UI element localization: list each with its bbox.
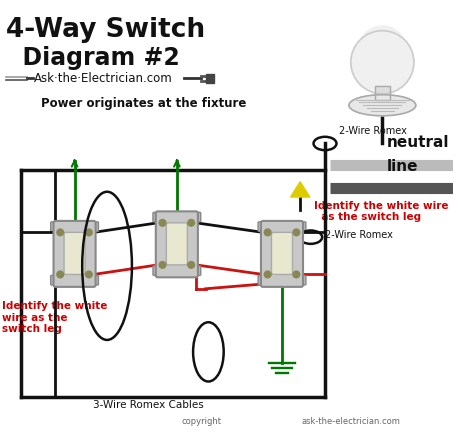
FancyBboxPatch shape	[258, 276, 306, 285]
Text: 4-Way Switch: 4-Way Switch	[6, 18, 205, 43]
FancyBboxPatch shape	[166, 223, 187, 265]
Circle shape	[188, 219, 194, 226]
Polygon shape	[291, 182, 310, 197]
FancyBboxPatch shape	[272, 233, 292, 275]
FancyBboxPatch shape	[64, 233, 85, 275]
Circle shape	[159, 261, 166, 268]
Text: 3-Wire Romex Cables: 3-Wire Romex Cables	[93, 399, 203, 410]
Circle shape	[264, 271, 271, 278]
FancyBboxPatch shape	[156, 212, 198, 277]
Text: Power originates at the fixture: Power originates at the fixture	[41, 97, 246, 110]
FancyBboxPatch shape	[153, 266, 201, 276]
Text: Ask·the·Electrician.com: Ask·the·Electrician.com	[34, 72, 172, 85]
Text: 2-Wire Romex: 2-Wire Romex	[339, 126, 407, 136]
Circle shape	[293, 271, 300, 278]
FancyBboxPatch shape	[258, 222, 306, 231]
Text: Identify the white
wire as the
switch leg: Identify the white wire as the switch le…	[2, 301, 107, 334]
Text: ask-the-electrician.com: ask-the-electrician.com	[301, 417, 400, 426]
Text: Diagram #2: Diagram #2	[6, 46, 180, 70]
Ellipse shape	[349, 95, 416, 116]
Text: copyright: copyright	[182, 417, 222, 426]
Circle shape	[85, 271, 92, 278]
Bar	[207, 74, 214, 83]
Circle shape	[57, 229, 64, 236]
FancyBboxPatch shape	[153, 212, 201, 222]
FancyBboxPatch shape	[51, 222, 99, 231]
Circle shape	[351, 31, 414, 94]
Circle shape	[358, 26, 406, 74]
Text: neutral: neutral	[387, 135, 450, 150]
Text: 2-Wire Romex: 2-Wire Romex	[325, 230, 393, 240]
FancyBboxPatch shape	[51, 276, 99, 285]
Circle shape	[293, 229, 300, 236]
Circle shape	[159, 219, 166, 226]
FancyBboxPatch shape	[261, 221, 303, 287]
Bar	[375, 86, 390, 100]
Circle shape	[264, 229, 271, 236]
FancyBboxPatch shape	[54, 221, 96, 287]
Circle shape	[85, 229, 92, 236]
Text: line: line	[387, 159, 419, 174]
Text: Identify the white wire
  as the switch leg: Identify the white wire as the switch le…	[313, 201, 448, 223]
Circle shape	[188, 261, 194, 268]
Bar	[375, 86, 390, 100]
Circle shape	[57, 271, 64, 278]
